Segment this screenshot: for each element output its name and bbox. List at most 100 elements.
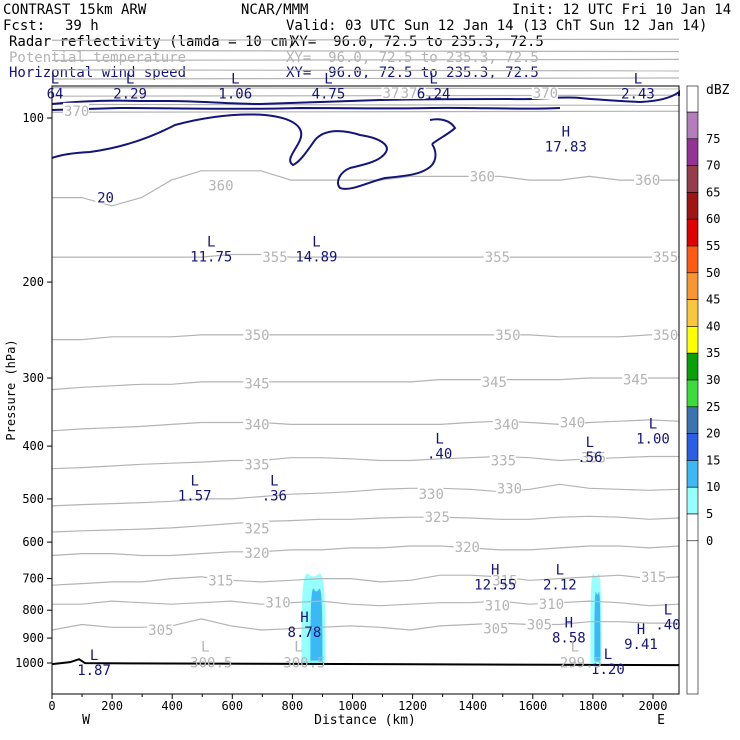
theta-label: 350 <box>495 328 520 344</box>
theta-label-bg <box>243 544 270 559</box>
colorbar-tick-label: 20 <box>706 427 720 441</box>
theta-label: 355 <box>653 250 678 266</box>
theta-label: 335 <box>244 457 269 473</box>
colorbar-swatch <box>686 138 699 166</box>
theta-label: 330 <box>497 481 522 497</box>
theta-label-bg <box>483 249 510 264</box>
theta-label: 345 <box>244 376 269 392</box>
plot-frame <box>51 85 680 695</box>
extremum-value: 1.00 <box>636 432 670 448</box>
colorbar-tick-label: 5 <box>706 507 713 521</box>
colorbar-swatch <box>686 433 699 461</box>
colorbar-tick-label: 70 <box>706 159 720 173</box>
wind-label-bg <box>95 188 118 204</box>
theta-label-bg <box>468 168 495 183</box>
theta-contour-upper <box>51 103 680 106</box>
extremum-type: L <box>556 563 564 579</box>
colorbar-tick-label: 15 <box>706 453 720 467</box>
theta-label-bg <box>399 85 426 100</box>
theta-label: 340 <box>560 415 585 431</box>
colorbar-unit: dBZ <box>706 83 730 98</box>
x-tick-label: 1400 <box>458 699 487 713</box>
theta-label-bg <box>537 596 564 611</box>
fcst-label: Fcst: <box>3 18 46 34</box>
colorbar-swatch <box>686 486 699 515</box>
wind-contours <box>51 90 680 190</box>
theta-contour-305 <box>51 618 679 631</box>
extremum-type: L <box>435 431 443 447</box>
labels: 305 305 305 310 310 310 315 315 315 320 320 325 325 3… <box>47 72 681 679</box>
theta-label-bg <box>261 249 288 264</box>
colorbar-swatch <box>686 218 699 247</box>
theta-contour-330 <box>51 483 680 507</box>
colorbar-tick-label: 65 <box>706 185 720 199</box>
x-tick-label: 1600 <box>518 699 547 713</box>
extremum-value: .36 <box>262 488 287 504</box>
valid-time: Valid: 03 UTC Sun 12 Jan 14 (13 ChT Sun … <box>286 18 708 34</box>
colorbar-tick-label: 30 <box>706 373 720 387</box>
extremum-value: 17.83 <box>545 140 587 156</box>
colorbar-tick-label: 50 <box>706 266 720 280</box>
east-label: E <box>657 713 665 728</box>
theta-label-bg <box>639 568 666 583</box>
field-name-reflectivity: Radar reflectivity (lamda = 10 cm) <box>9 34 296 50</box>
extremum-type: L <box>324 72 332 88</box>
extremum-type: H <box>491 563 499 579</box>
theta-contour-315 <box>51 574 680 586</box>
extremum-type: L <box>231 72 239 88</box>
y-tick-label: 300 <box>22 371 44 385</box>
axes: 100 200 300 400 500 600 700 800 900 1000 0 200 400 60… <box>4 85 680 728</box>
theta-label-bg <box>483 597 510 612</box>
theta-label: 350 <box>244 328 269 344</box>
reflectivity-layer <box>301 573 602 663</box>
theta-label-bg <box>63 102 90 117</box>
extremum-type: L <box>90 648 98 664</box>
x-tick-label: 1800 <box>578 699 607 713</box>
reflectivity-core <box>594 591 601 661</box>
theta-contour-upper <box>51 58 680 62</box>
colorbar-swatch <box>686 513 699 542</box>
theta-contour-345 <box>51 377 679 391</box>
extremum-type: H <box>637 622 645 638</box>
theta-label: 335 <box>581 451 606 467</box>
extremum-type: L <box>586 435 594 451</box>
y-axis-title: Pressure (hPa) <box>4 339 18 440</box>
theta-label-bg <box>243 326 270 341</box>
y-tick-label: 600 <box>22 535 44 549</box>
theta-label: 345 <box>623 373 648 389</box>
y-tick-label: 100 <box>22 111 44 125</box>
theta-label-bg <box>621 371 648 386</box>
colorbar-tick-label: 40 <box>706 319 720 333</box>
wind-contour-20-band <box>51 106 561 111</box>
field-name-wind: Horizontal wind speed <box>9 65 187 81</box>
extremum-type: L <box>312 234 320 250</box>
theta-label-bg <box>494 326 521 341</box>
extremum-type: L <box>634 72 642 88</box>
theta-extremum-value: 300.5 <box>190 655 232 671</box>
x-tick-label: 1200 <box>398 699 427 713</box>
theta-label: 325 <box>244 522 269 538</box>
field-xy-wind: XY= 96.0, 72.5 to 235.3, 72.5 <box>286 65 539 81</box>
extremum-type: L <box>126 72 134 88</box>
theta-label-bg <box>243 375 270 390</box>
extremum-type: L <box>604 647 612 663</box>
wind-contour-20 <box>51 90 680 106</box>
x-tick-label: 2000 <box>639 699 668 713</box>
colorbar-tick-label: 0 <box>706 534 713 548</box>
extremum-type: H <box>562 125 570 141</box>
extremum-value: .40 <box>427 446 452 462</box>
theta-extremum-type: L <box>571 639 579 655</box>
theta-label-bg <box>264 594 291 609</box>
extremum-value: 1.20 <box>591 662 625 678</box>
fcst-value: 39 h <box>65 18 99 34</box>
x-tick-label: 800 <box>282 699 304 713</box>
theta-label: 370 <box>64 104 89 120</box>
theta-label: 310 <box>539 597 564 613</box>
extremum-value: 12.55 <box>474 578 516 594</box>
init-time: Init: 12 UTC Fri 10 Jan 14 <box>512 2 732 18</box>
theta-label-bg <box>207 177 234 192</box>
theta-label-bg <box>633 172 660 187</box>
colorbar-swatch <box>686 326 699 354</box>
theta-label: 370 <box>533 86 558 102</box>
